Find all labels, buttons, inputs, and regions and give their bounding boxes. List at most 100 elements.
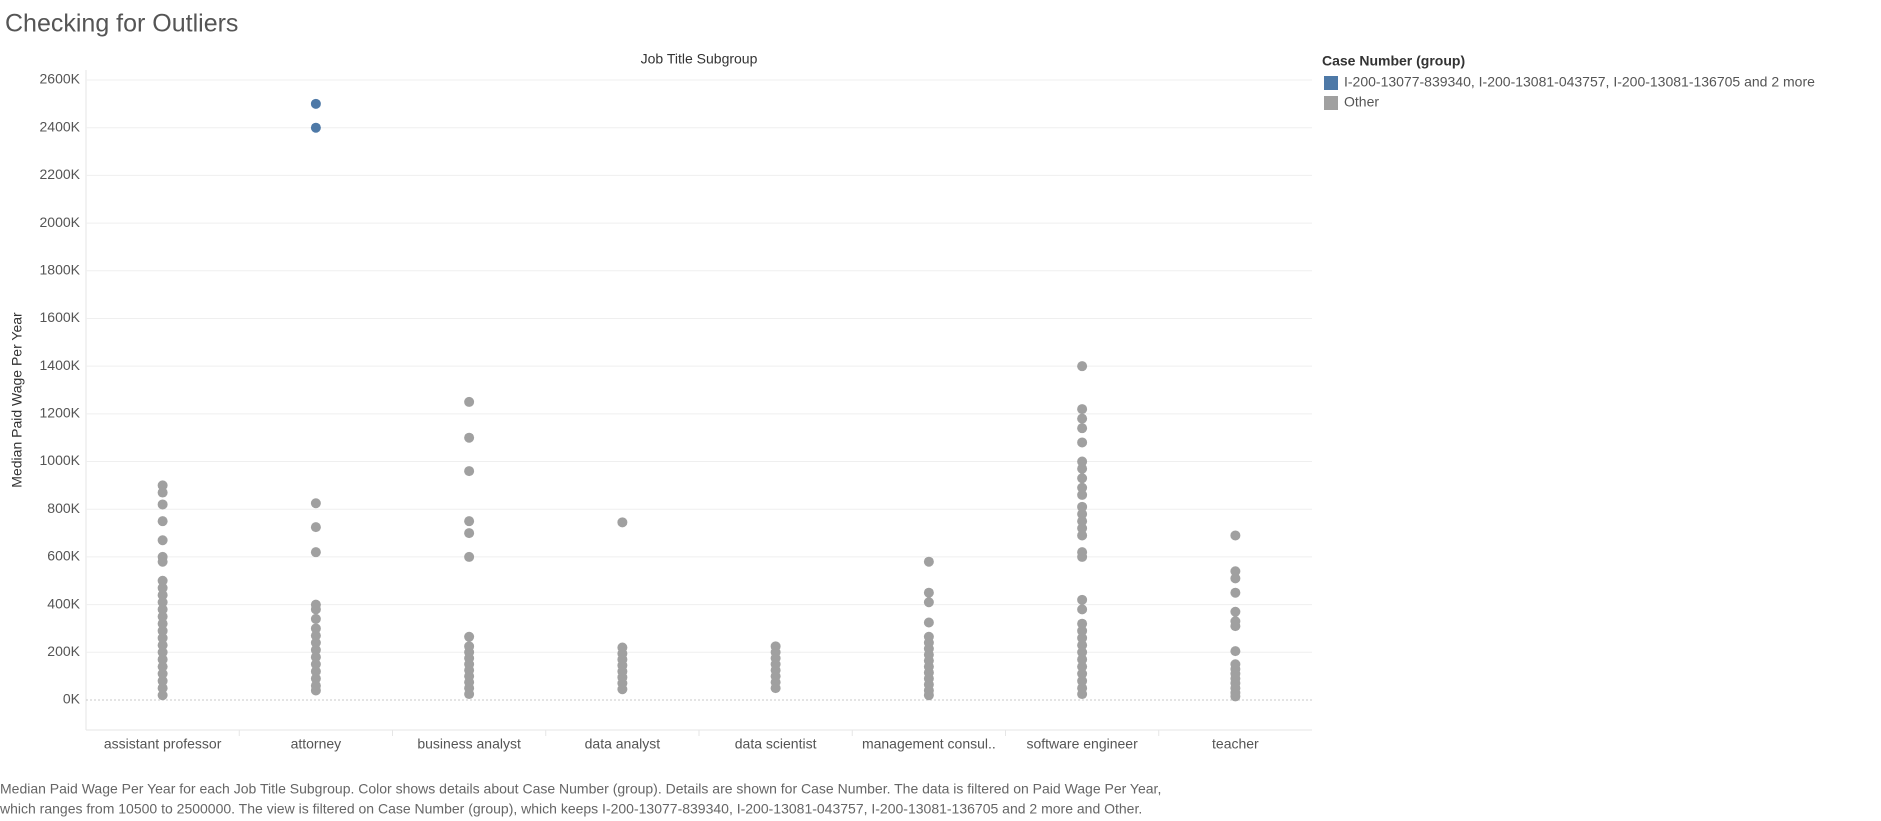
x-tick-label: software engineer [1026,736,1138,752]
legend-label: I-200-13077-839340, I-200-13081-043757, … [1344,74,1815,90]
data-point [1230,606,1241,617]
data-point [1077,456,1088,467]
data-point [1077,689,1088,700]
y-tick-label: 2600K [40,71,81,87]
data-point [1077,675,1088,686]
data-point [1077,633,1088,643]
caption: which ranges from 10500 to 2500000. The … [0,801,1142,817]
data-point [1230,530,1241,541]
data-point [310,122,321,133]
data-point [157,535,168,546]
data-point [464,516,475,527]
data-point [1077,404,1088,415]
data-point [157,654,168,665]
y-tick-label: 1000K [40,452,81,468]
data-point [464,432,475,443]
y-tick-label: 2400K [40,118,81,134]
x-tick-label: data analyst [585,736,661,752]
data-point [923,597,934,608]
y-tick-label: 1400K [40,357,81,373]
data-point [1077,423,1088,434]
data-point [1077,437,1088,448]
x-tick-label: assistant professor [104,736,222,752]
data-point [1077,473,1088,484]
data-point [1077,463,1088,474]
y-tick-label: 400K [47,595,80,611]
data-point [1077,654,1088,665]
data-point [157,499,168,510]
data-point [770,683,781,694]
data-point [310,623,321,634]
data-point [1230,691,1241,702]
data-point [464,551,475,562]
data-point [157,556,168,567]
data-point [923,690,934,701]
data-point [617,517,628,528]
data-point [310,630,321,641]
y-axis-title: Median Paid Wage Per Year [9,312,25,488]
data-point [157,590,168,601]
data-point [1077,661,1088,672]
data-point [157,668,168,679]
legend-swatch [1324,96,1338,110]
data-point [157,633,168,643]
data-point [157,661,168,672]
data-point [617,684,628,695]
y-tick-label: 0K [63,691,81,707]
data-point [157,516,168,527]
chart-title: Checking for Outliers [5,10,238,38]
data-point [157,690,168,701]
data-point [310,522,321,533]
data-point [310,685,321,696]
data-point [1230,587,1241,598]
data-point [157,582,168,593]
data-point [464,528,475,539]
data-point [310,604,321,615]
data-point [923,587,934,598]
data-point [1230,573,1241,584]
data-point [157,604,168,615]
data-point [923,556,934,567]
data-point [157,597,168,608]
data-point [923,617,934,628]
data-point [1077,413,1088,424]
column-header: Job Title Subgroup [641,51,758,67]
data-point [1077,530,1088,541]
data-point [310,644,321,655]
legend-label: Other [1344,94,1379,110]
legend-title: Case Number (group) [1322,53,1465,69]
data-point [1077,640,1088,651]
data-point [157,575,168,586]
data-point [157,647,168,658]
data-point [464,631,475,642]
data-point [1077,523,1088,534]
data-point [310,652,321,663]
x-tick-label: business analyst [417,736,521,752]
data-point [1077,668,1088,679]
data-point [157,625,168,636]
x-tick-label: teacher [1212,736,1259,752]
data-point [157,675,168,686]
data-point [310,98,321,109]
y-tick-label: 800K [47,500,80,516]
legend-swatch [1324,76,1338,90]
data-point [310,637,321,648]
data-point [1077,604,1088,615]
data-point [310,498,321,509]
data-point [157,611,168,622]
y-tick-label: 1600K [40,309,81,325]
data-point [157,487,168,498]
data-point [310,659,321,670]
data-point [157,640,168,651]
y-tick-label: 2000K [40,214,81,230]
x-tick-label: attorney [291,736,342,752]
x-tick-label: data scientist [735,736,817,752]
data-point [157,618,168,629]
data-point [1077,482,1088,493]
data-point [464,396,475,407]
y-tick-label: 1800K [40,261,81,277]
data-point [1230,621,1241,632]
data-point [1077,509,1088,519]
data-point [1230,646,1241,657]
data-point [310,613,321,624]
